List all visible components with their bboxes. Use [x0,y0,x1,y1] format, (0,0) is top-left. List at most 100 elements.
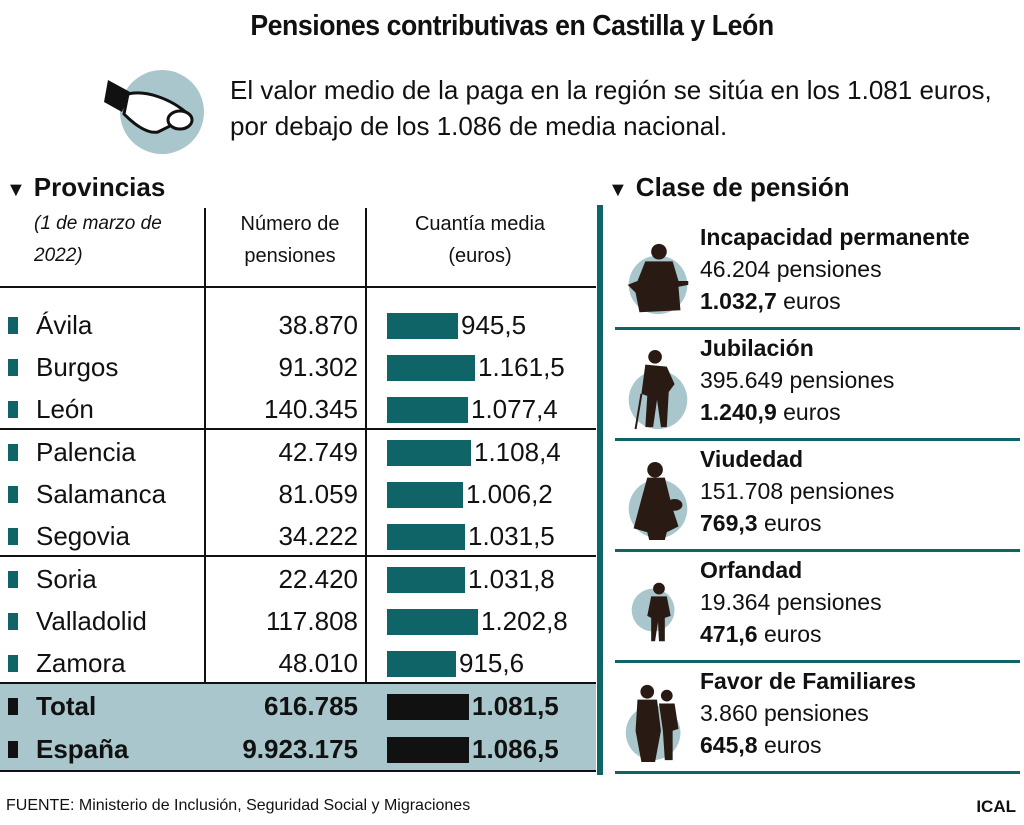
bullet-square [8,698,18,715]
divider [204,208,206,683]
child-icon [631,582,675,642]
province-name: Valladolid [36,606,147,636]
pension-class-item: Favor de Familiares 3.860 pensiones 645,… [615,664,1020,774]
pension-count: 48.010 [278,648,358,678]
bar-label: 1.081,5 [472,691,559,721]
wheelchair-person-icon [627,243,689,315]
date-label: (1 de marzo de 2022) [34,213,162,266]
divider [0,286,596,288]
divider [0,428,596,430]
bullet-square [8,359,18,376]
widow-icon [628,461,688,541]
bullet-square [8,401,18,418]
bar [387,524,465,550]
table-row: España 9.923.175 1.086,5 [0,727,596,769]
bullet-square [8,444,18,461]
table-row: Valladolid 117.808 1.202,8 [0,599,596,641]
table-row: Total 616.785 1.081,5 [0,684,596,726]
class-count: 395.649 pensiones [700,367,895,393]
elderly-person-cane-icon [628,349,688,430]
source-note: FUENTE: Ministerio de Inclusión, Segurid… [6,797,471,814]
bar [387,482,463,508]
bar [387,737,469,763]
class-count: 46.204 pensiones [700,256,882,282]
pension-count: 42.749 [278,437,358,467]
pension-count: 38.870 [278,310,358,340]
class-amount: 1.032,7 euros [700,288,841,314]
divider [615,549,1020,552]
pension-count: 91.302 [278,352,358,382]
pension-count: 34.222 [278,521,358,551]
province-name: Total [36,691,97,721]
bar-label: 1.031,8 [468,564,555,594]
bar-label: 1.077,4 [471,394,558,424]
table-row: Soria 22.420 1.031,8 [0,557,596,599]
class-amount: 471,6 euros [700,621,822,647]
triangle-down-icon: ▼ [608,179,628,201]
panel-border [597,205,603,775]
province-name: León [36,394,94,424]
bar [387,355,475,381]
table-row: León 140.345 1.077,4 [0,387,596,429]
divider [0,555,596,557]
divider [0,770,596,772]
pension-count: 9.923.175 [242,734,358,764]
province-name: Ávila [36,310,93,340]
table-row: Burgos 91.302 1.161,5 [0,345,596,387]
pension-class-item: Jubilación 395.649 pensiones 1.240,9 eur… [615,331,1020,441]
clase-heading: ▼ Clase de pensión [608,172,850,202]
bar-label: 1.006,2 [466,479,553,509]
col-header-num: Número de pensiones [240,213,340,267]
col-header-cuantia: Cuantía media (euros) [414,213,546,267]
provincias-heading: ▼ Provincias [6,172,166,202]
province-name: Salamanca [36,479,167,509]
bar-label: 915,6 [459,648,525,678]
table-row: Salamanca 81.059 1.006,2 [0,472,596,514]
bar [387,440,471,466]
divider [615,327,1020,330]
bar-label: 1.108,4 [474,437,561,467]
divider [615,660,1020,663]
pension-count: 616.785 [264,691,358,721]
class-count: 3.860 pensiones [700,700,869,726]
bar [387,694,469,720]
table-row: Zamora 48.010 915,6 [0,641,596,683]
bar-label: 1.086,5 [472,734,559,764]
class-title: Orfandad [700,557,803,583]
class-title: Jubilación [700,335,814,361]
pension-count: 81.059 [278,479,358,509]
bar-label: 1.161,5 [478,352,565,382]
pension-count: 140.345 [264,394,358,424]
class-count: 151.708 pensiones [700,478,895,504]
divider [615,771,1020,774]
bullet-square [8,317,18,334]
divider [0,682,596,684]
credit: ICAL [976,797,1016,816]
class-title: Viudedad [700,446,804,472]
bar [387,651,456,677]
table-row: Ávila 38.870 945,5 [0,303,596,345]
family-icon [625,684,681,763]
province-name: España [36,734,129,764]
bullet-square [8,528,18,545]
province-name: Segovia [36,521,130,551]
page-title: Pensiones contributivas en Castilla y Le… [250,10,774,42]
divider [365,208,367,683]
class-count: 19.364 pensiones [700,589,882,615]
bullet-square [8,486,18,503]
bar [387,313,458,339]
totals-background [0,683,596,771]
class-amount: 1.240,9 euros [700,399,841,425]
province-name: Burgos [36,352,119,382]
bar [387,609,478,635]
triangle-down-icon: ▼ [6,179,26,201]
bar-label: 1.202,8 [481,606,568,636]
bullet-square [8,741,18,758]
pension-class-item: Incapacidad permanente 46.204 pensiones … [615,220,1020,330]
class-amount: 645,8 euros [700,732,822,758]
class-amount: 769,3 euros [700,510,822,536]
province-name: Palencia [36,437,136,467]
bar-label: 945,5 [461,310,527,340]
table-row: Palencia 42.749 1.108,4 [0,430,596,472]
table-row: Segovia 34.222 1.031,5 [0,514,596,556]
